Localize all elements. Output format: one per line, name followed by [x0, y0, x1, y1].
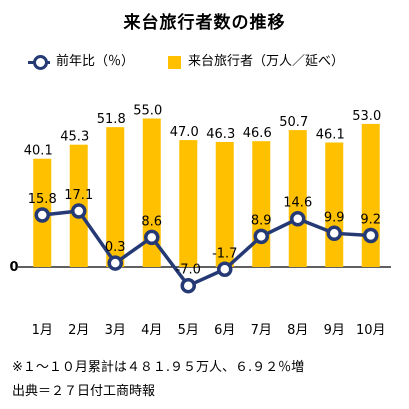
x-tick-2: 2月 — [68, 323, 89, 338]
legend-dot-marker — [33, 55, 48, 70]
yoy-label-3: 0.3 — [105, 240, 126, 255]
x-tick-10: 10月 — [356, 323, 386, 338]
yoy-label-7: 8.9 — [251, 213, 272, 228]
bar-label-3: 51.8 — [97, 112, 126, 127]
bar-9 — [325, 142, 344, 267]
bar-label-8: 50.7 — [279, 115, 308, 130]
x-tick-8: 8月 — [287, 323, 308, 338]
legend-bar-marker — [168, 56, 181, 69]
x-tick-1: 1月 — [32, 323, 53, 338]
yoy-point-6 — [217, 261, 233, 278]
yoy-point-7 — [253, 228, 269, 245]
yoy-label-10: 9.2 — [360, 212, 381, 227]
bar-3 — [106, 127, 125, 267]
yoy-label-5: -7.0 — [176, 263, 201, 278]
yoy-point-2 — [71, 203, 87, 219]
yoy-label-2: 17.1 — [64, 188, 93, 203]
bar-label-6: 46.3 — [206, 127, 235, 142]
footnote-cumulative: ※１～１０月累計は４８１.９５万人、６.９２％増 — [12, 360, 305, 375]
bar-4 — [142, 118, 161, 267]
yoy-label-9: 9.9 — [324, 210, 345, 225]
x-tick-3: 3月 — [105, 323, 126, 338]
bar-label-5: 47.0 — [170, 125, 199, 140]
bar-5 — [179, 140, 198, 267]
bar-8 — [288, 130, 307, 267]
bar-label-2: 45.3 — [60, 130, 89, 145]
bar-label-10: 53.0 — [352, 109, 381, 124]
yoy-label-1: 15.8 — [28, 192, 57, 207]
yoy-point-4 — [144, 229, 160, 246]
x-tick-6: 6月 — [214, 323, 235, 338]
legend-label-yoy: 前年比（％） — [56, 54, 135, 69]
bar-6 — [215, 141, 234, 267]
chart-title: 来台旅行者数の推移 — [123, 13, 286, 33]
yoy-point-9 — [326, 225, 342, 242]
bar-7 — [252, 141, 271, 267]
footnote-source: 出典＝２７日付工商時報 — [12, 384, 156, 399]
yoy-point-10 — [363, 227, 379, 244]
yoy-point-5 — [180, 277, 196, 294]
x-tick-5: 5月 — [178, 323, 199, 338]
bar-label-4: 55.0 — [133, 104, 162, 119]
legend-item-visitors: 来台旅行者（万人／延べ） — [168, 52, 398, 72]
yoy-label-4: 8.6 — [141, 214, 162, 229]
yoy-label-6: -1.7 — [212, 246, 237, 261]
zero-label: 0 — [9, 260, 18, 275]
bar-label-9: 46.1 — [316, 128, 345, 143]
yoy-point-8 — [290, 210, 306, 227]
bar-label-7: 46.6 — [243, 126, 272, 141]
bar-label-1: 40.1 — [24, 144, 53, 159]
yoy-line — [42, 209, 371, 288]
yoy-point-1 — [34, 207, 50, 223]
x-tick-4: 4月 — [141, 323, 162, 338]
x-tick-7: 7月 — [251, 323, 272, 338]
yoy-label-8: 14.6 — [283, 196, 312, 211]
x-tick-9: 9月 — [324, 323, 345, 338]
yoy-point-3 — [107, 255, 123, 271]
legend-item-yoy: 前年比（％） — [28, 52, 168, 72]
legend-label-visitors: 来台旅行者（万人／延べ） — [188, 54, 345, 69]
legend: 前年比（％） 来台旅行者（万人／延べ） — [0, 52, 409, 72]
bar-10 — [361, 123, 380, 268]
